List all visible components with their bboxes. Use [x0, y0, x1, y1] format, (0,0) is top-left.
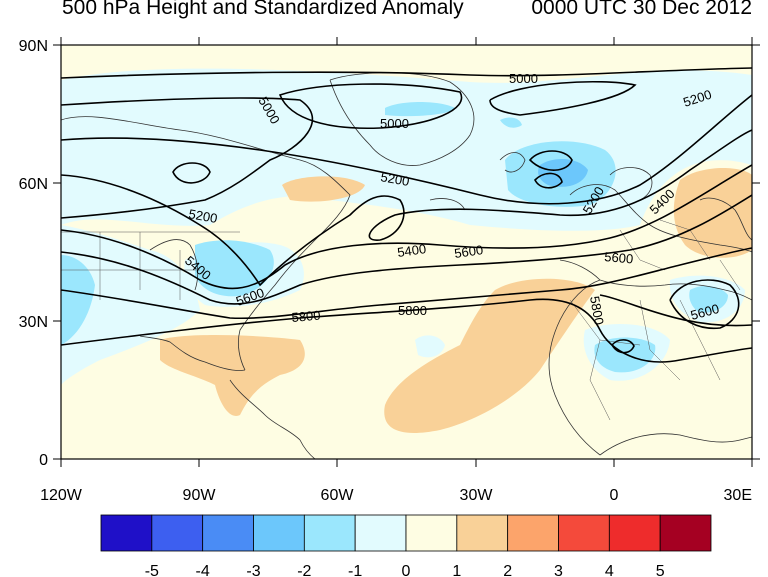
- colorbar-label: 3: [554, 563, 563, 577]
- contour-label: 5800: [587, 295, 607, 326]
- colorbar-label: 2: [503, 563, 512, 577]
- x-tick-label: 30E: [724, 487, 752, 504]
- y-tick-label: 0: [39, 452, 48, 469]
- height-contours: [61, 67, 752, 363]
- colorbar-swatch: [303, 514, 356, 552]
- x-axis-labels: 120W 90W 60W 30W 0 30E: [40, 487, 752, 504]
- colorbar-swatch: [608, 514, 661, 552]
- colorbar-swatch: [253, 514, 305, 552]
- colorbar-swatch: [558, 514, 610, 552]
- colorbar-swatch: [507, 514, 559, 552]
- colorbar-swatch: [456, 514, 509, 552]
- contour-label: 5000: [380, 116, 409, 131]
- colorbar-swatch: [100, 514, 153, 552]
- colorbar-labels: -5 -4 -3 -2 -1 0 1 2 3 4 5: [145, 563, 665, 577]
- plot-area: 5000 5000 5000 5200 5200 5200 5200 5400 …: [61, 45, 752, 459]
- contour-label: 5600: [604, 249, 634, 266]
- colorbar-label: -2: [297, 563, 311, 577]
- contour-label: 5200: [379, 169, 410, 189]
- colorbar-label: 0: [402, 563, 411, 577]
- colorbar: [100, 514, 712, 552]
- contour-labels: 5000 5000 5000 5200 5200 5200 5200 5400 …: [182, 71, 721, 326]
- colorbar-label: -4: [196, 563, 210, 577]
- anomaly-positive-2: [160, 168, 752, 433]
- colorbar-label: 5: [656, 563, 665, 577]
- map-title: 500 hPa Height and Standardized Anomaly: [62, 0, 464, 19]
- contour-label: 5800: [398, 303, 427, 318]
- map-datetime: 0000 UTC 30 Dec 2012: [531, 0, 752, 19]
- colorbar-swatch: [151, 514, 204, 552]
- contour-label: 5800: [291, 308, 321, 325]
- y-tick-label: 90N: [19, 38, 48, 55]
- colorbar-label: 1: [452, 563, 461, 577]
- colorbar-label: -1: [348, 563, 362, 577]
- colorbar-label: -5: [145, 563, 159, 577]
- contour-label: 5600: [689, 301, 721, 323]
- x-tick-label: 60W: [321, 487, 355, 504]
- colorbar-swatch: [354, 514, 407, 552]
- x-tick-label: 120W: [40, 487, 83, 504]
- colorbar-swatch: [659, 514, 712, 552]
- colorbar-label: -3: [246, 563, 260, 577]
- contour-label: 5600: [453, 242, 484, 261]
- axis-ticks: [53, 37, 760, 467]
- y-tick-label: 30N: [19, 314, 48, 331]
- colorbar-swatch: [405, 514, 458, 552]
- anomaly-negative-3: [538, 158, 588, 187]
- colorbar-label: 4: [605, 563, 614, 577]
- y-tick-label: 60N: [19, 176, 48, 193]
- contour-label: 5000: [509, 71, 538, 86]
- contour-label: 5400: [396, 241, 427, 260]
- contour-label: 5200: [187, 206, 218, 226]
- x-tick-label: 90W: [183, 487, 217, 504]
- colorbar-swatch: [202, 514, 254, 552]
- x-tick-label: 0: [610, 487, 619, 504]
- plot-frame: [60, 44, 753, 460]
- x-tick-label: 30W: [460, 487, 494, 504]
- coastlines: [61, 72, 752, 459]
- y-axis-labels: 0 30N 60N 90N: [19, 38, 48, 469]
